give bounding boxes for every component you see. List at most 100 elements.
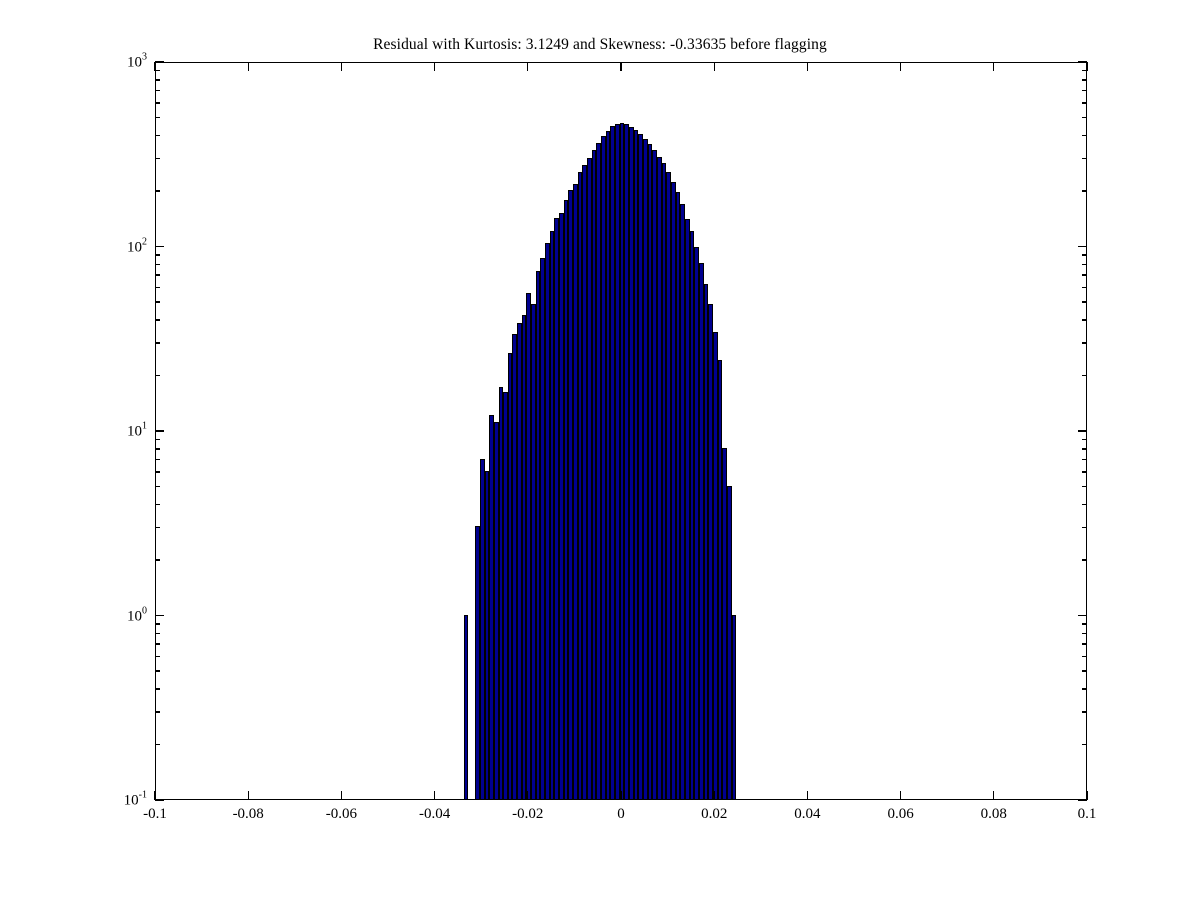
x-axis-tick	[247, 791, 249, 800]
x-axis-tick-top	[806, 62, 809, 71]
y-label-mantissa: 10	[123, 792, 139, 809]
x-axis-label: 0	[617, 806, 625, 822]
histogram-bar	[596, 142, 602, 799]
y-axis-minor-tick-right	[1082, 79, 1087, 81]
histogram-bar	[503, 392, 508, 799]
y-axis-minor-tick-right	[1082, 319, 1087, 321]
y-axis-minor-tick-right	[1082, 157, 1087, 160]
histogram-bar	[493, 422, 499, 799]
y-axis-minor-tick	[155, 274, 160, 276]
x-axis-tick	[433, 791, 436, 800]
y-axis-minor-tick	[155, 89, 160, 92]
x-axis-tick	[806, 791, 809, 800]
y-axis-minor-tick-right	[1082, 102, 1087, 104]
x-axis-tick-top	[433, 62, 436, 71]
y-axis-minor-tick	[155, 301, 160, 303]
x-axis-label: -0.1	[143, 806, 167, 822]
x-axis-label: -0.02	[512, 806, 544, 822]
y-axis-tick	[155, 430, 164, 432]
y-axis-minor-tick-right	[1082, 471, 1087, 473]
histogram-bar	[573, 184, 578, 799]
y-axis-minor-tick	[155, 190, 160, 192]
histogram-bar	[703, 283, 709, 799]
y-axis-minor-tick-right	[1082, 559, 1087, 561]
y-axis-minor-tick	[155, 655, 160, 658]
histogram-bar	[675, 192, 681, 799]
histogram-bar	[521, 315, 527, 799]
histogram-bar	[652, 149, 657, 799]
y-axis-label: 10-1	[123, 789, 147, 810]
histogram-bar	[619, 122, 625, 799]
histogram-bar	[563, 200, 569, 799]
y-axis-minor-tick-right	[1082, 438, 1087, 441]
histogram-bar	[463, 614, 469, 799]
y-axis-tick-right	[1078, 799, 1087, 801]
x-axis-tick	[154, 791, 156, 800]
y-axis-minor-tick	[155, 623, 160, 625]
y-axis-minor-tick-right	[1082, 254, 1087, 256]
x-axis-tick	[620, 791, 622, 800]
histogram-bar	[545, 243, 550, 799]
y-axis-minor-tick	[155, 79, 160, 81]
histogram-bar	[624, 124, 629, 799]
histogram-bar	[666, 172, 671, 799]
histogram-bar	[615, 123, 620, 799]
y-axis-tick-right	[1078, 245, 1087, 248]
y-axis-minor-tick-right	[1082, 743, 1087, 746]
x-axis-tick-top	[899, 62, 902, 71]
y-axis-label: 100	[127, 605, 147, 625]
y-axis-minor-tick	[155, 157, 160, 160]
y-axis-label: 102	[127, 236, 147, 256]
y-axis-tick-right	[1078, 430, 1087, 432]
y-label-exponent: 1	[142, 420, 147, 432]
histogram-bar	[670, 181, 676, 799]
y-axis-tick	[155, 614, 164, 617]
histogram-bar	[531, 304, 536, 799]
y-axis-minor-tick-right	[1082, 448, 1087, 450]
y-axis-minor-tick	[155, 448, 160, 450]
y-axis-minor-tick-right	[1082, 116, 1087, 119]
y-axis-minor-tick	[155, 643, 160, 645]
histogram-bar	[475, 526, 480, 799]
y-axis-minor-tick	[155, 263, 160, 266]
y-label-exponent: 2	[142, 236, 147, 247]
histogram-bar	[708, 304, 713, 799]
y-axis-tick	[155, 799, 164, 801]
histogram-bar	[726, 485, 732, 799]
histogram-bar	[656, 157, 662, 799]
y-axis-minor-tick	[155, 688, 160, 690]
chart-title: Residual with Kurtosis: 3.1249 and Skewn…	[373, 36, 827, 53]
y-axis-minor-tick	[155, 69, 160, 72]
histogram-bar	[479, 458, 485, 799]
y-axis-minor-tick-right	[1082, 286, 1087, 289]
histogram-bar	[507, 353, 513, 799]
x-axis-tick	[993, 791, 995, 800]
x-axis-label: 0.02	[701, 806, 728, 822]
y-axis-minor-tick-right	[1082, 190, 1087, 192]
y-axis-minor-tick-right	[1082, 632, 1087, 635]
histogram-bar	[689, 230, 695, 799]
histogram-bar	[717, 359, 723, 799]
histogram-bar	[587, 158, 592, 799]
histogram-bar	[722, 447, 727, 799]
y-axis-minor-tick-right	[1082, 374, 1087, 377]
x-axis-tick	[527, 791, 529, 800]
histogram-bar	[549, 230, 555, 799]
y-label-exponent: -1	[138, 789, 147, 801]
x-axis-label: -0.04	[418, 806, 451, 822]
x-axis-tick-top	[993, 62, 995, 71]
histogram-bar	[591, 149, 597, 799]
plot-area	[155, 62, 1087, 800]
x-axis-tick-top	[713, 62, 715, 71]
y-axis-minor-tick	[155, 102, 160, 104]
histogram-bar	[535, 270, 541, 799]
y-label-mantissa: 10	[127, 608, 142, 624]
y-axis-tick	[155, 61, 164, 63]
histogram-bar	[568, 189, 574, 799]
y-axis-minor-tick	[155, 342, 160, 344]
y-axis-minor-tick	[155, 116, 160, 119]
histogram-bar	[684, 218, 690, 799]
x-axis-tick-top	[154, 62, 156, 71]
histogram-bar	[554, 217, 560, 799]
y-axis-minor-tick-right	[1082, 655, 1087, 658]
